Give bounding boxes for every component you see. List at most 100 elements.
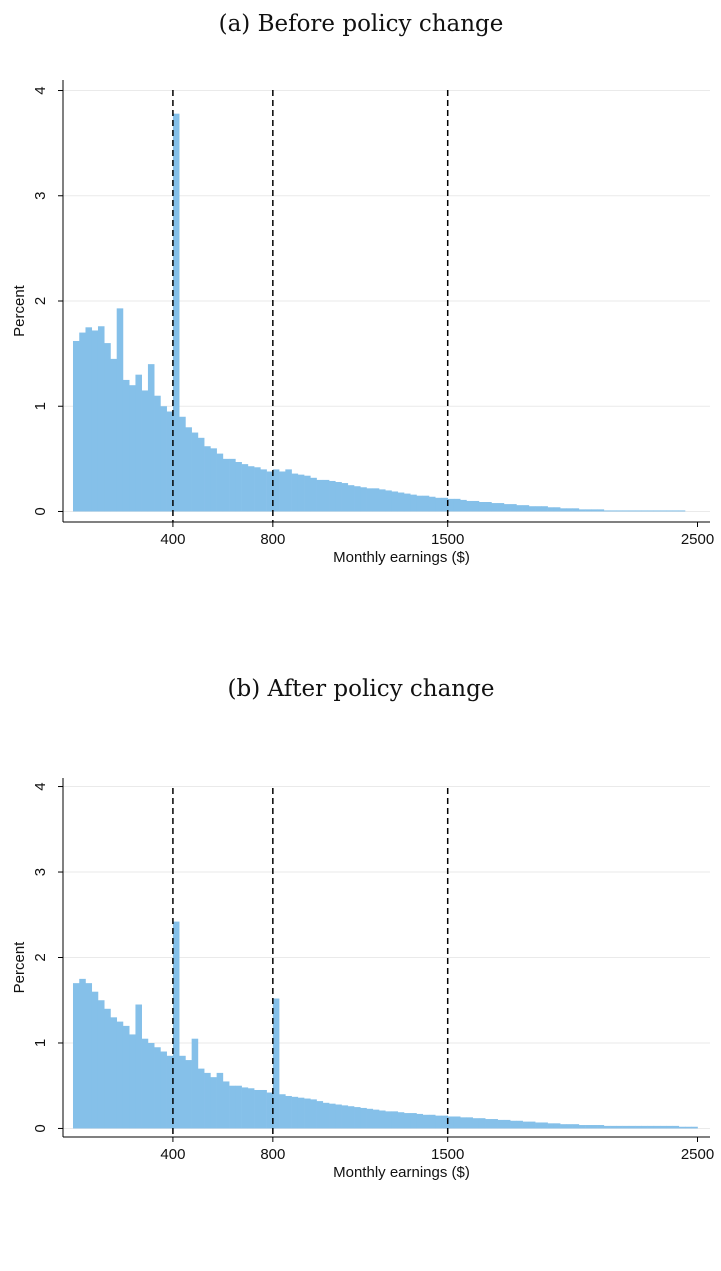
bar xyxy=(179,416,186,512)
bar xyxy=(572,508,580,512)
bar xyxy=(222,458,230,512)
chart-title: (a) Before policy change xyxy=(219,11,504,37)
bar xyxy=(266,471,274,512)
bar xyxy=(79,978,86,1129)
bar xyxy=(472,500,480,512)
bar xyxy=(485,1119,492,1129)
bar xyxy=(466,1117,473,1129)
bar xyxy=(397,1112,405,1129)
bar xyxy=(291,473,299,512)
bar xyxy=(528,1121,536,1129)
bar xyxy=(366,1108,374,1129)
bar xyxy=(122,379,130,512)
bar xyxy=(503,504,511,512)
bar xyxy=(85,983,93,1129)
bar xyxy=(528,506,536,512)
bar xyxy=(310,1099,317,1129)
bar xyxy=(216,453,224,512)
x-tick-label: 800 xyxy=(260,1146,285,1163)
bar xyxy=(385,1111,392,1129)
bar xyxy=(360,487,367,512)
bar xyxy=(516,505,523,512)
bar xyxy=(428,1114,436,1129)
bar xyxy=(597,1125,605,1129)
bar xyxy=(403,493,411,512)
bar xyxy=(485,502,492,512)
bar xyxy=(578,1125,586,1129)
bar xyxy=(329,1103,336,1129)
bar xyxy=(628,510,636,512)
bar xyxy=(653,510,661,512)
x-tick-label: 2500 xyxy=(681,531,714,548)
bar xyxy=(97,1000,105,1129)
bar xyxy=(110,358,118,512)
bar xyxy=(678,1126,686,1129)
bar xyxy=(341,1105,349,1129)
bar xyxy=(560,508,567,512)
bar xyxy=(566,1124,573,1129)
bar xyxy=(379,489,386,512)
bar xyxy=(616,1125,623,1129)
bar xyxy=(104,343,111,512)
bar xyxy=(635,510,642,512)
bar xyxy=(453,498,461,512)
bar xyxy=(154,1047,161,1129)
bar xyxy=(491,1119,498,1129)
bar xyxy=(197,1068,205,1129)
bar xyxy=(254,467,261,512)
bar xyxy=(410,1113,417,1129)
bar xyxy=(204,446,211,512)
bar xyxy=(241,1087,249,1129)
bar xyxy=(547,507,555,512)
bar xyxy=(297,1097,305,1129)
bar xyxy=(553,507,561,512)
bar xyxy=(610,1125,617,1129)
bar xyxy=(453,1116,461,1129)
bar xyxy=(116,308,124,512)
bar xyxy=(478,1118,486,1129)
bar xyxy=(185,1060,192,1129)
bar xyxy=(172,113,180,512)
bar xyxy=(522,1121,530,1129)
y-tick-label: 1 xyxy=(32,402,49,410)
bar xyxy=(410,494,417,512)
x-tick-label: 800 xyxy=(260,531,285,548)
y-tick-label: 4 xyxy=(32,86,49,94)
bar xyxy=(497,1119,505,1129)
bar xyxy=(260,469,267,512)
bar xyxy=(622,1125,630,1129)
bar xyxy=(653,1125,661,1129)
bar xyxy=(166,411,174,512)
bar xyxy=(229,1085,236,1129)
bar xyxy=(179,1055,186,1129)
bar xyxy=(610,510,617,512)
bar xyxy=(266,1092,274,1129)
bar xyxy=(135,374,142,512)
bar xyxy=(91,330,99,512)
bar xyxy=(478,502,486,512)
bar xyxy=(566,508,573,512)
bar xyxy=(235,1085,242,1129)
bar xyxy=(310,477,317,512)
x-axis-label: Monthly earnings ($) xyxy=(333,549,470,566)
bar xyxy=(354,486,361,512)
y-tick-label: 0 xyxy=(32,1124,49,1132)
bar xyxy=(603,1125,611,1129)
bar xyxy=(435,497,442,512)
bar xyxy=(510,504,517,512)
bar xyxy=(372,1109,380,1129)
bar xyxy=(147,1042,155,1129)
bar xyxy=(322,479,330,512)
bar xyxy=(622,510,630,512)
bar xyxy=(254,1089,261,1129)
y-tick-label: 0 xyxy=(32,507,49,515)
bar xyxy=(147,364,155,512)
bar xyxy=(72,340,80,512)
bar xyxy=(247,1088,255,1129)
bar xyxy=(385,490,392,512)
bar xyxy=(672,510,680,512)
bar xyxy=(585,1125,592,1129)
bar xyxy=(335,1104,342,1129)
bar xyxy=(272,998,280,1129)
